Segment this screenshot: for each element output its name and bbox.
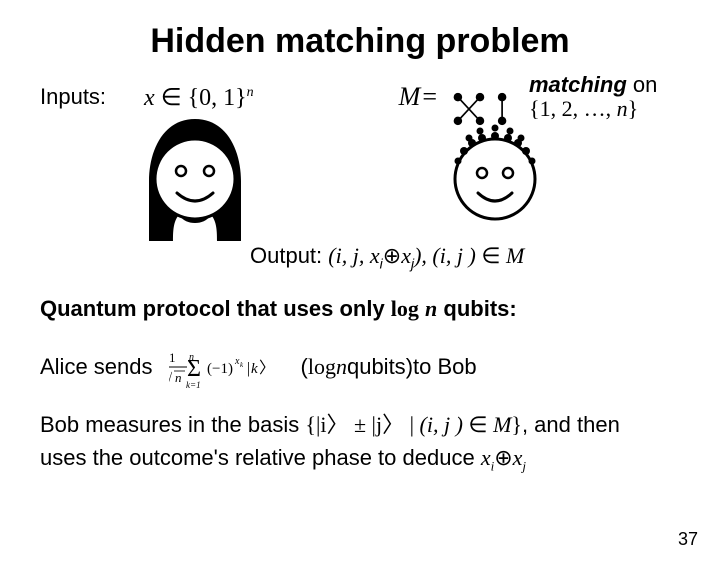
- m-expression: M=: [399, 82, 437, 112]
- alice-n: n: [336, 354, 347, 380]
- svg-text:Σ: Σ: [187, 356, 201, 382]
- svg-text:k: k: [240, 361, 244, 369]
- bob-kj: |j〉: [372, 412, 405, 437]
- quantum-protocol-line: Quantum protocol that uses only log n qu…: [40, 296, 720, 322]
- quantum-n: n: [425, 296, 437, 321]
- bob-pc: ): [456, 412, 463, 437]
- bob-l1-pre: Bob measures in the basis: [40, 412, 305, 437]
- alice-log: log: [308, 354, 336, 380]
- bob-po: (: [419, 412, 426, 437]
- bob-face-icon: [440, 115, 550, 235]
- m-var: M: [399, 82, 421, 111]
- bob-l1-post: , and then: [522, 412, 620, 437]
- alice-paren-open: (: [301, 354, 308, 380]
- x-elem: ∈: [161, 85, 182, 111]
- bob-ki: |i〉: [316, 412, 349, 437]
- bob-M: M: [493, 412, 511, 437]
- quantum-post: qubits:: [437, 296, 516, 321]
- bob-xi: x: [481, 445, 491, 470]
- x-exp: n: [247, 85, 254, 100]
- bob-j: j: [444, 412, 456, 437]
- bob-bo: {: [305, 412, 316, 437]
- matching-word: matching: [529, 72, 627, 97]
- x-var: x: [144, 85, 155, 111]
- bob-bc: }: [511, 412, 522, 437]
- svg-text:(−1): (−1): [207, 361, 233, 377]
- bob-xj: x: [513, 445, 523, 470]
- bob-measure-lines: Bob measures in the basis {|i〉 ± |j〉 | (…: [40, 408, 720, 476]
- svg-text:k=1: k=1: [186, 380, 201, 390]
- alice-face-icon: [135, 115, 255, 245]
- bob-l2-pre: uses the outcome's relative phase to ded…: [40, 445, 481, 470]
- bob-oplus: ⊕: [494, 445, 512, 470]
- m-eq: =: [422, 82, 437, 111]
- svg-text:n: n: [175, 370, 182, 385]
- x-expression: x ∈ {0, 1}n: [144, 83, 254, 112]
- matching-on: on: [627, 72, 658, 97]
- quantum-log: log: [391, 296, 419, 321]
- svg-text:k: k: [251, 361, 258, 377]
- alice-mid: qubits: [347, 354, 406, 380]
- alice-sends-line: Alice sends 1 √ n n Σ k=1 (−1) x k | k 〉…: [40, 344, 720, 390]
- alice-pre: Alice sends: [40, 354, 153, 380]
- alice-formula-icon: 1 √ n n Σ k=1 (−1) x k | k 〉: [169, 344, 289, 390]
- faces-row: [0, 121, 720, 251]
- inputs-label: Inputs:: [40, 84, 106, 110]
- bob-c: ,: [433, 412, 444, 437]
- svg-text:〉: 〉: [259, 360, 275, 377]
- x-set: {0, 1}: [188, 85, 247, 111]
- quantum-pre: Quantum protocol that uses only: [40, 296, 391, 321]
- alice-post: to Bob: [413, 354, 477, 380]
- bob-bar: |: [404, 412, 419, 437]
- svg-text:1: 1: [169, 350, 176, 365]
- bob-elem: ∈: [463, 412, 493, 437]
- matching-n: n: [617, 96, 628, 121]
- svg-text:|: |: [247, 360, 250, 377]
- bob-sj: j: [522, 458, 526, 473]
- matching-description: matching on {1, 2, …, n}: [529, 73, 657, 121]
- matching-set-close: }: [628, 96, 639, 121]
- alice-paren-close: ): [406, 354, 413, 380]
- bob-pm: ±: [348, 412, 371, 437]
- inputs-row: Inputs: x ∈ {0, 1}n M= matching on {1, 2…: [40, 73, 720, 121]
- slide-title: Hidden matching problem: [0, 22, 720, 61]
- matching-set-body: 1, 2, …,: [540, 96, 617, 121]
- svg-text:√: √: [169, 370, 173, 385]
